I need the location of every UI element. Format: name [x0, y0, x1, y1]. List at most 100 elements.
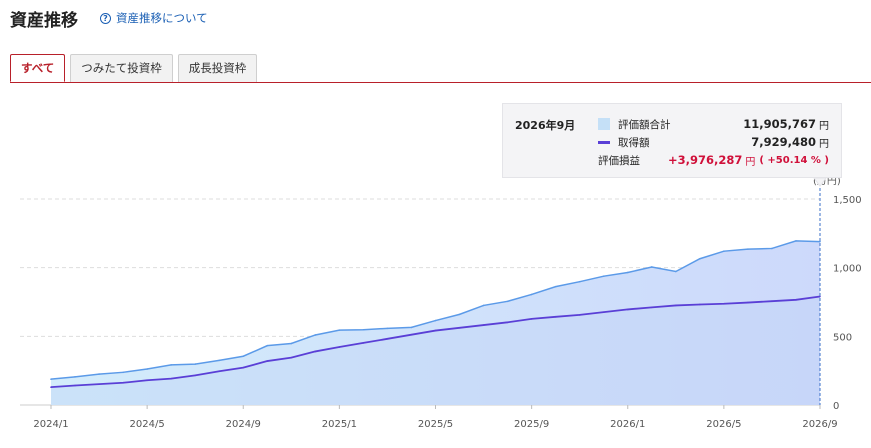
question-icon: ? [100, 12, 111, 24]
tab-underline [10, 82, 871, 83]
cost-point [362, 342, 365, 344]
valuation-point [50, 378, 52, 380]
valuation-point [434, 319, 437, 322]
valuation-point [602, 275, 605, 277]
cost-point [434, 329, 437, 332]
tooltip-gain-pct: ( +50.14 % ) [759, 154, 829, 166]
cost-line-icon [598, 140, 610, 144]
tab-tsumitate[interactable]: つみたて投資枠 [70, 54, 173, 82]
tooltip-value: 7,929,480 [751, 135, 816, 149]
x-tick-label: 2025/9 [514, 419, 549, 430]
x-tick-label: 2024/1 [33, 419, 68, 430]
valuation-point [218, 359, 221, 362]
cost-point [554, 316, 557, 318]
x-tick-label: 2024/9 [226, 419, 261, 430]
valuation-point [266, 344, 269, 347]
valuation-point [530, 293, 533, 296]
valuation-point [819, 240, 821, 243]
valuation-point [795, 240, 797, 242]
cost-point [458, 327, 461, 329]
valuation-point [626, 271, 629, 274]
cost-point [723, 302, 725, 305]
valuation-point [771, 247, 773, 250]
valuation-point [170, 364, 172, 366]
tooltip-unit: 円 [819, 120, 829, 132]
x-tick-label: 2025/1 [322, 419, 357, 430]
cost-point [699, 303, 701, 306]
x-tick-label: 2026/1 [610, 419, 645, 430]
cost-point [50, 386, 52, 388]
cost-point [74, 384, 76, 387]
valuation-point [194, 363, 196, 365]
y-tick-label: 0 [833, 401, 839, 412]
valuation-point [242, 355, 245, 358]
valuation-point [578, 280, 581, 283]
valuation-area [51, 240, 820, 405]
tooltip-row-cost: 取得額 7,929,480 円 [598, 134, 829, 150]
valuation-swatch-icon [598, 118, 610, 130]
cost-point [242, 366, 245, 369]
cost-point [122, 381, 124, 384]
valuation-point [362, 328, 365, 331]
valuation-point [338, 329, 341, 331]
valuation-point [675, 270, 677, 273]
y-tick-label: 1,000 [833, 264, 862, 275]
valuation-point [554, 285, 557, 288]
tooltip-unit: 円 [819, 138, 829, 150]
valuation-point [98, 373, 100, 375]
cost-point [675, 304, 677, 307]
cost-point [218, 370, 221, 373]
valuation-point [290, 342, 293, 345]
cost-point [482, 324, 485, 326]
tooltip-gain-value: +3,976,287 [667, 153, 743, 167]
valuation-point [122, 371, 124, 374]
cost-point [98, 383, 100, 385]
tooltip-date: 2026年9月 [515, 119, 576, 132]
tooltip-row-value: 評価額合計 11,905,767 円 [598, 116, 829, 132]
valuation-point [74, 376, 76, 378]
valuation-point [458, 313, 461, 316]
y-unit-label: (万円) [813, 176, 841, 187]
tab-growth[interactable]: 成長投資枠 [177, 54, 258, 82]
help-link[interactable]: ? 資産推移について [100, 10, 208, 26]
cost-point [410, 333, 413, 336]
x-tick-label: 2026/9 [802, 419, 837, 430]
cost-point [290, 356, 293, 359]
valuation-point [506, 300, 509, 303]
help-link-label: 資産推移について [116, 11, 208, 25]
cost-point [771, 300, 773, 302]
tooltip-unit: 円 [745, 156, 756, 168]
cost-point [314, 350, 317, 353]
valuation-point [650, 266, 653, 268]
cost-point [819, 295, 821, 298]
cost-point [338, 346, 341, 348]
valuation-point [699, 257, 701, 260]
valuation-point [146, 368, 148, 370]
valuation-point [314, 334, 317, 336]
x-tick-label: 2025/5 [418, 419, 453, 430]
y-tick-label: 1,500 [833, 195, 862, 206]
tab-all[interactable]: すべて [10, 54, 66, 82]
valuation-point [723, 250, 725, 252]
tooltip-row-gain: 評価損益 +3,976,287 円 ( +50.14 % ) [598, 152, 829, 168]
valuation-point [386, 327, 389, 330]
tooltip-label: 取得額 [618, 136, 650, 149]
cost-area [51, 296, 820, 405]
valuation-point [410, 326, 413, 329]
page-title: 資産推移 [10, 11, 78, 31]
cost-point [650, 306, 653, 309]
cost-point [506, 321, 509, 324]
cost-point [266, 360, 269, 362]
valuation-point [747, 248, 749, 250]
cost-point [747, 301, 749, 304]
cost-point [795, 299, 797, 301]
cost-point [194, 374, 196, 377]
tooltip-pointer-icon [813, 177, 827, 187]
cost-point [170, 377, 172, 380]
cost-point [578, 314, 581, 316]
cost-point [626, 308, 629, 311]
tooltip-label: 評価損益 [598, 154, 640, 167]
tooltip: 2026年9月 評価額合計 11,905,767 円 取得額 7,929,480… [502, 103, 842, 178]
cost-point [146, 379, 148, 382]
